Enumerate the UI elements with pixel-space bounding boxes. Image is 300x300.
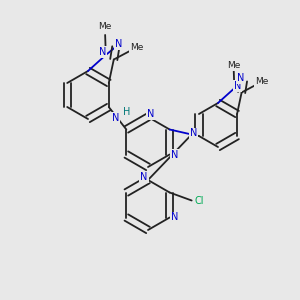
Text: N: N [171, 212, 178, 223]
Text: Me: Me [98, 22, 112, 32]
Text: N: N [234, 81, 241, 91]
Text: N: N [112, 113, 119, 123]
Text: N: N [115, 39, 122, 49]
Text: N: N [171, 149, 178, 160]
Text: N: N [147, 109, 155, 119]
Text: Me: Me [130, 43, 143, 52]
Text: N: N [140, 172, 148, 182]
Text: H: H [123, 107, 130, 117]
Text: Me: Me [227, 61, 240, 70]
Text: N: N [237, 73, 244, 83]
Text: Cl: Cl [195, 196, 204, 206]
Text: N: N [99, 47, 106, 57]
Text: N: N [190, 128, 197, 139]
Text: Me: Me [255, 77, 268, 86]
